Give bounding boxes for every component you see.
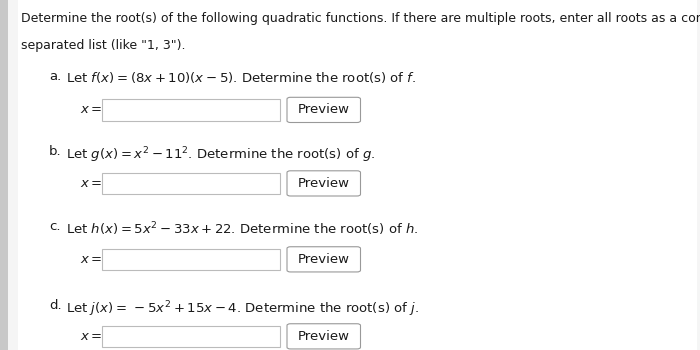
Text: Let $g(x) = x^2 - 11^2$. Determine the root(s) of $g$.: Let $g(x) = x^2 - 11^2$. Determine the r… bbox=[66, 145, 376, 165]
Text: $x =$: $x =$ bbox=[80, 330, 103, 343]
Text: $x =$: $x =$ bbox=[80, 103, 103, 117]
Text: c.: c. bbox=[49, 220, 60, 233]
Text: Let $f(x) = (8x + 10)(x - 5)$. Determine the root(s) of $f$.: Let $f(x) = (8x + 10)(x - 5)$. Determine… bbox=[66, 70, 416, 85]
Text: Let $h(x) = 5x^2 - 33x + 22$. Determine the root(s) of $h$.: Let $h(x) = 5x^2 - 33x + 22$. Determine … bbox=[66, 220, 419, 238]
Text: $x =$: $x =$ bbox=[80, 177, 103, 190]
Text: Determine the root(s) of the following quadratic functions. If there are multipl: Determine the root(s) of the following q… bbox=[21, 12, 700, 25]
Text: d.: d. bbox=[49, 299, 62, 312]
FancyBboxPatch shape bbox=[102, 173, 280, 194]
FancyBboxPatch shape bbox=[287, 324, 360, 349]
FancyBboxPatch shape bbox=[102, 326, 280, 347]
FancyBboxPatch shape bbox=[102, 99, 280, 121]
FancyBboxPatch shape bbox=[18, 0, 696, 350]
FancyBboxPatch shape bbox=[0, 0, 8, 350]
Text: Preview: Preview bbox=[298, 177, 350, 190]
FancyBboxPatch shape bbox=[287, 247, 360, 272]
FancyBboxPatch shape bbox=[102, 248, 280, 270]
Text: Preview: Preview bbox=[298, 253, 350, 266]
FancyBboxPatch shape bbox=[287, 171, 360, 196]
Text: Let $j(x) =\, -5x^2 + 15x - 4$. Determine the root(s) of $j$.: Let $j(x) =\, -5x^2 + 15x - 4$. Determin… bbox=[66, 299, 419, 319]
Text: separated list (like "1, 3").: separated list (like "1, 3"). bbox=[21, 38, 186, 51]
Text: $x =$: $x =$ bbox=[80, 253, 103, 266]
Text: b.: b. bbox=[49, 145, 62, 158]
FancyBboxPatch shape bbox=[287, 97, 360, 122]
Text: Preview: Preview bbox=[298, 330, 350, 343]
Text: Preview: Preview bbox=[298, 103, 350, 117]
Text: a.: a. bbox=[49, 70, 62, 83]
